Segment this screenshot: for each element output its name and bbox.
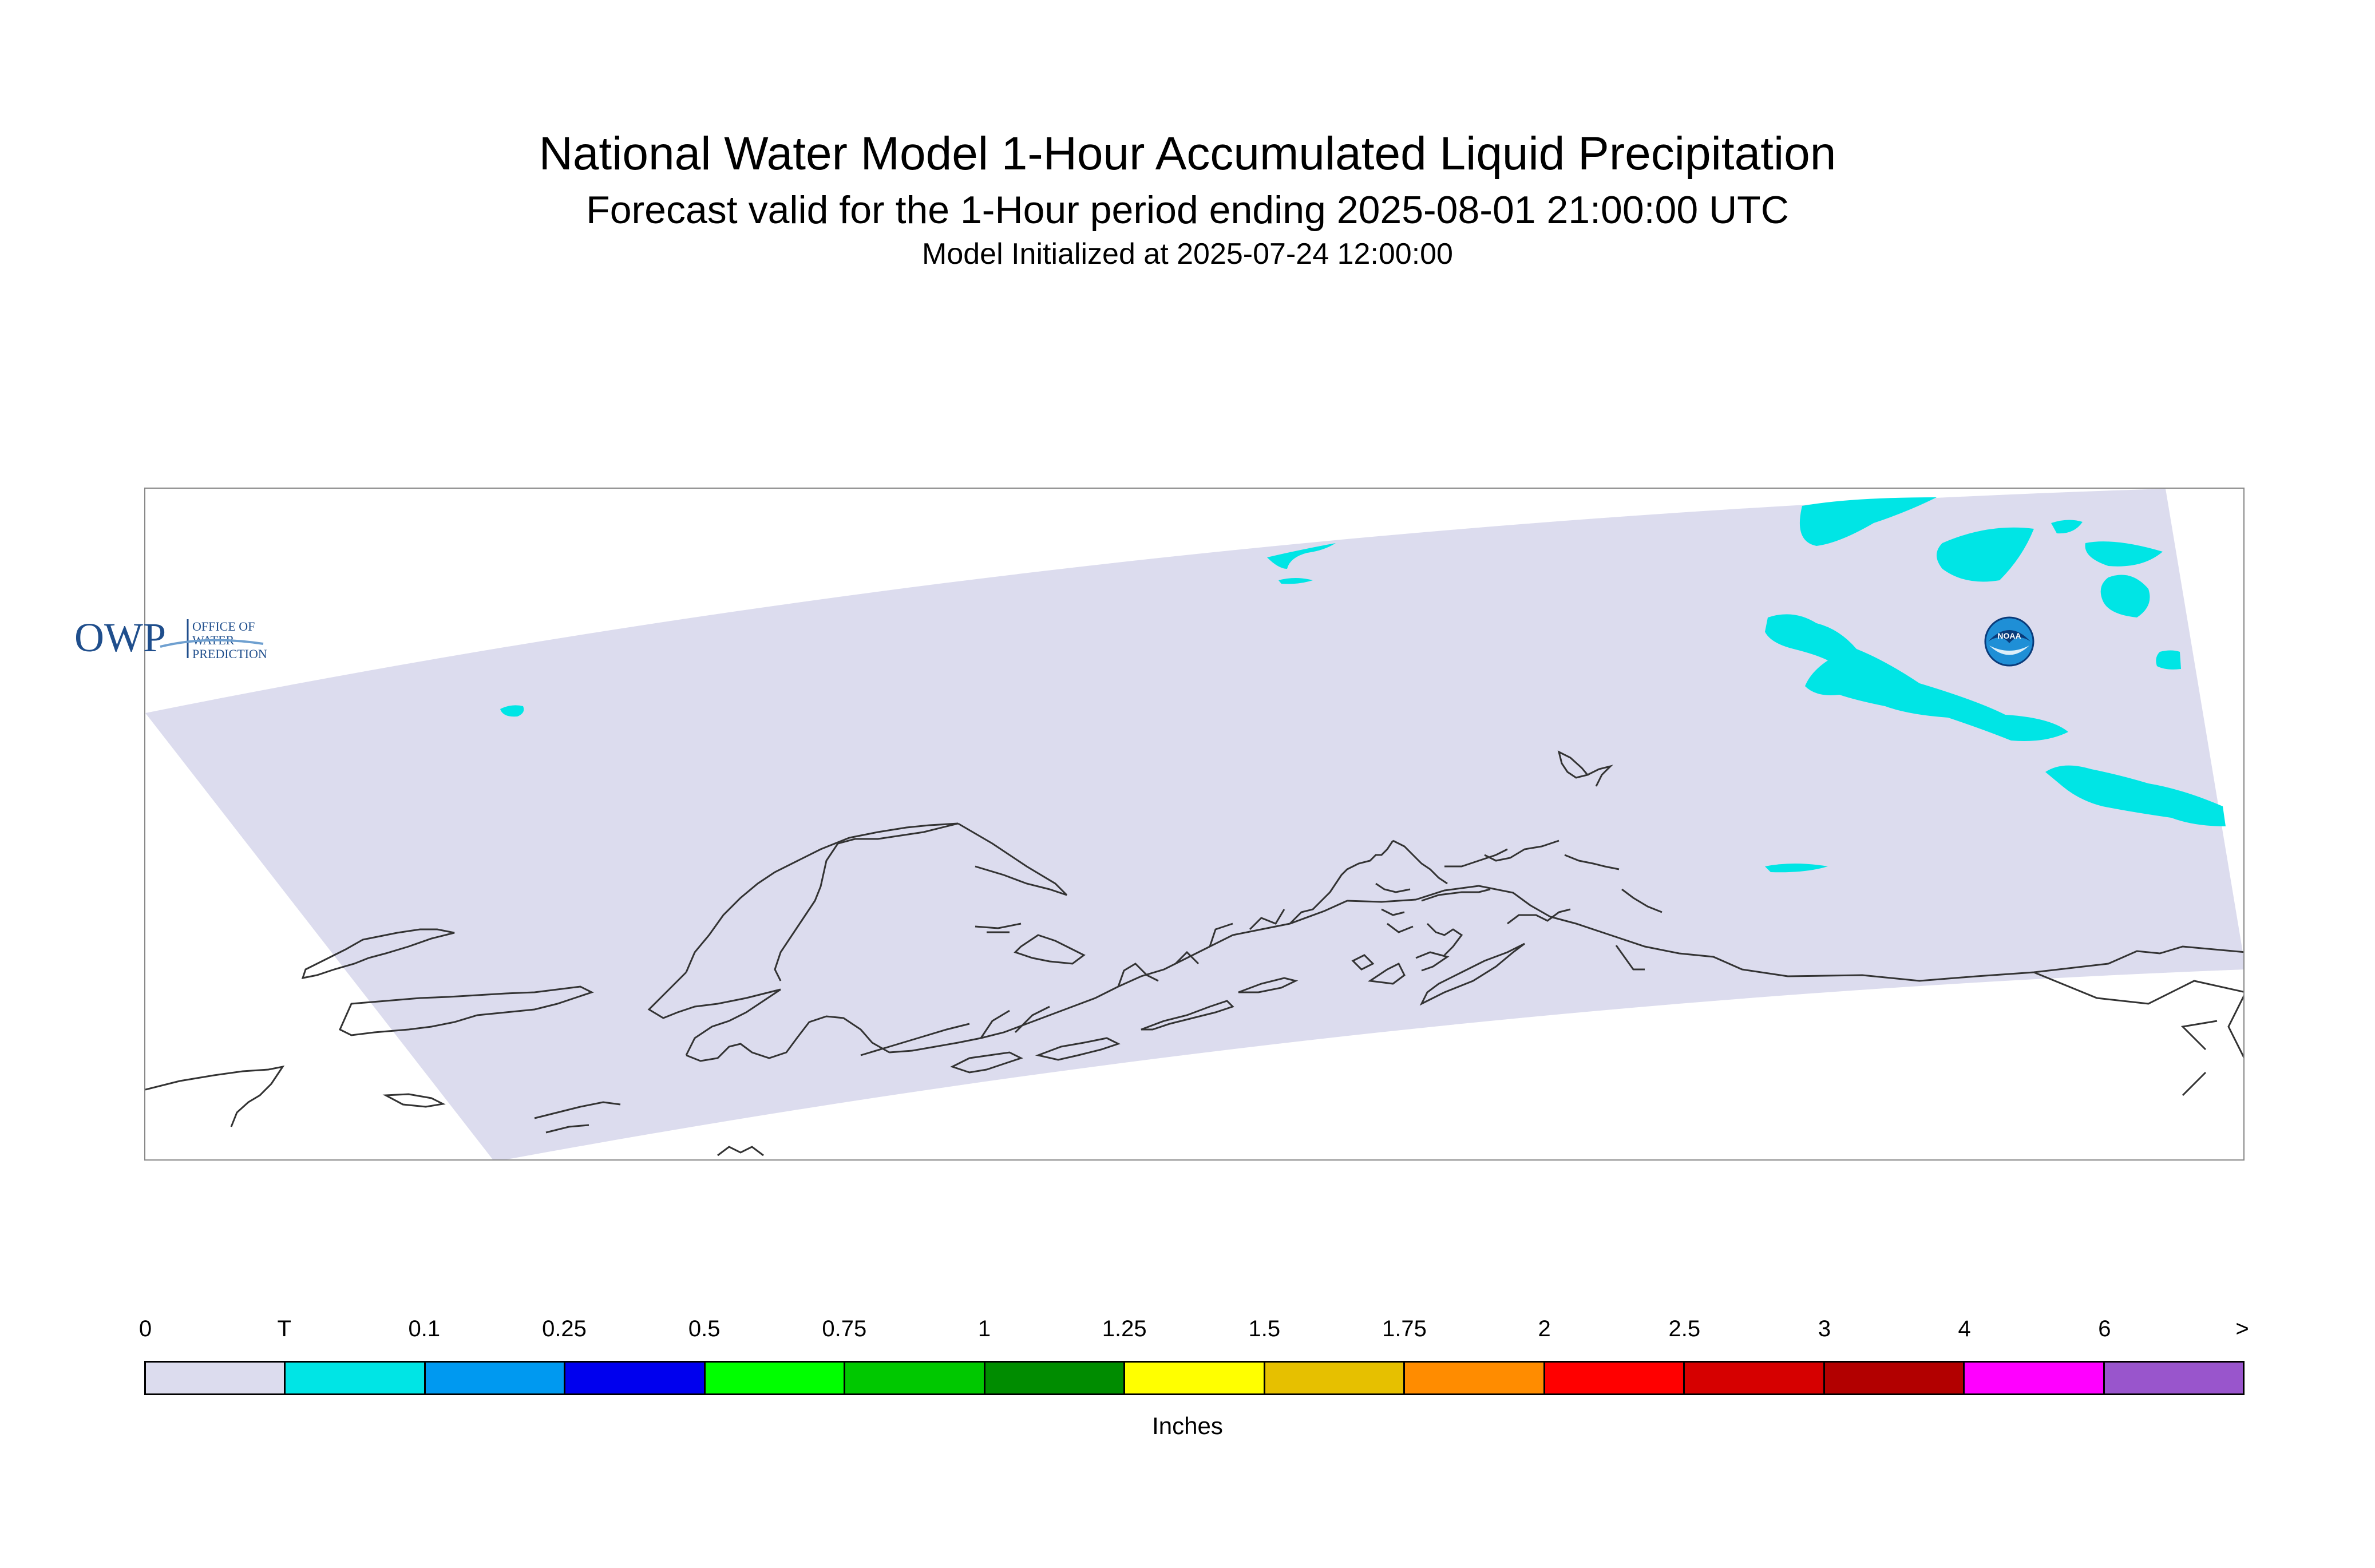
owp-line3: PREDICTION [192, 647, 267, 661]
noaa-logo: NOAA [1984, 616, 2035, 667]
legend-label: 2.5 [1669, 1316, 1701, 1342]
legend-label: > [2235, 1316, 2249, 1342]
legend-label: 1.5 [1249, 1316, 1281, 1342]
legend-color-box [1825, 1363, 1965, 1393]
legend-label: 0.75 [822, 1316, 866, 1342]
legend-label: 0.1 [409, 1316, 441, 1342]
legend-color-box [985, 1363, 1125, 1393]
owp-logo: OWP OFFICE OF WATER PREDICTION [74, 612, 292, 664]
color-legend [144, 1361, 2245, 1395]
model-init-line: Model Initialized at 2025-07-24 12:00:00 [0, 237, 2375, 271]
legend-label: 1.75 [1382, 1316, 1427, 1342]
map-title: National Water Model 1-Hour Accumulated … [0, 127, 2375, 181]
map-subtitle: Forecast valid for the 1-Hour period end… [0, 188, 2375, 232]
legend-units: Inches [0, 1412, 2375, 1440]
owp-line1: OFFICE OF [192, 619, 255, 633]
legend-label: 4 [1958, 1316, 1971, 1342]
legend-label: 0.25 [542, 1316, 587, 1342]
legend-color-box [1125, 1363, 1265, 1393]
legend-color-box [565, 1363, 705, 1393]
legend-color-box [1405, 1363, 1545, 1393]
noaa-mark: NOAA [1997, 631, 2021, 640]
map-panel [144, 488, 2245, 1161]
legend-color-box [845, 1363, 985, 1393]
legend-label: 0 [139, 1316, 152, 1342]
legend-color-box [426, 1363, 565, 1393]
map-canvas [145, 489, 2245, 1161]
legend-color-box [1685, 1363, 1824, 1393]
legend-labels: 0 T 0.1 0.25 0.5 0.75 1 1.25 1.5 1.75 2 2.5 3 4 6 > [144, 1316, 2245, 1351]
legend-color-box [2105, 1363, 2243, 1393]
legend-label: 3 [1818, 1316, 1831, 1342]
legend-color-box [1965, 1363, 2104, 1393]
model-domain [145, 489, 2245, 1161]
legend-color-box [146, 1363, 286, 1393]
legend-label: 1 [978, 1316, 991, 1342]
legend-color-box [1265, 1363, 1405, 1393]
legend-color-box [1545, 1363, 1685, 1393]
legend-label: 2 [1538, 1316, 1551, 1342]
legend-color-box [286, 1363, 425, 1393]
legend-label: 0.5 [688, 1316, 721, 1342]
legend-label: 1.25 [1102, 1316, 1147, 1342]
legend-label: T [277, 1316, 291, 1342]
legend-label: 6 [2098, 1316, 2111, 1342]
owp-mark: OWP [74, 615, 166, 660]
legend-color-box [706, 1363, 845, 1393]
